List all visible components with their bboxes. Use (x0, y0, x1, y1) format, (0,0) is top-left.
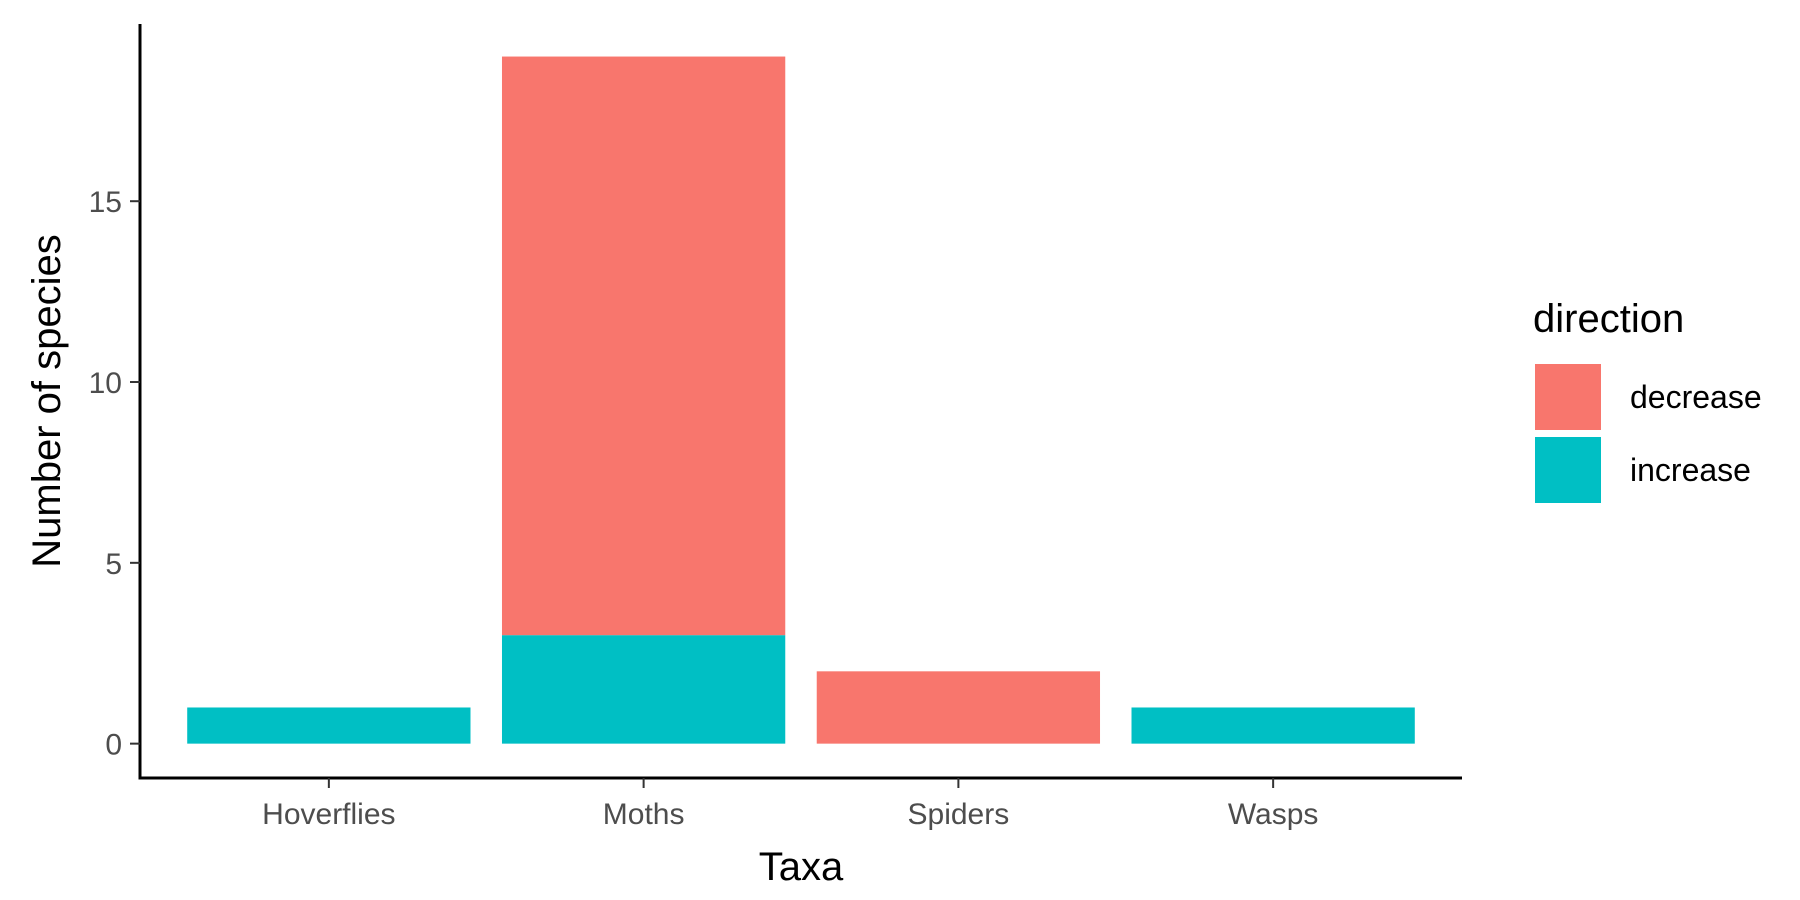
y-tick-label: 0 (105, 729, 122, 762)
y-ticks: 0 5 10 15 (89, 186, 140, 762)
legend-key-decrease (1535, 364, 1601, 430)
bar-decrease-spiders (816, 671, 1101, 744)
plot-area (187, 56, 1415, 744)
x-tick-label-hoverflies: Hoverflies (262, 798, 395, 831)
x-ticks: Hoverflies Moths Spiders Wasps (262, 778, 1318, 831)
legend-title: direction (1533, 297, 1684, 341)
x-tick-label-moths: Moths (603, 798, 685, 831)
y-axis-title: Number of species (25, 234, 69, 567)
bar-decrease-moths (501, 56, 786, 636)
y-tick-label: 10 (89, 367, 122, 400)
legend: direction decrease increase (1533, 297, 1762, 503)
y-tick-label: 15 (89, 186, 122, 219)
legend-key-increase (1535, 437, 1601, 503)
bar-increase-wasps (1131, 707, 1415, 744)
bar-increase-moths (501, 635, 786, 744)
bar-increase-hoverflies (187, 707, 471, 744)
x-tick-label-spiders: Spiders (908, 798, 1010, 831)
x-axis-title: Taxa (759, 845, 844, 889)
legend-label-increase: increase (1630, 452, 1751, 488)
legend-label-decrease: decrease (1630, 379, 1762, 415)
y-tick-label: 5 (105, 548, 122, 581)
x-tick-label-wasps: Wasps (1228, 798, 1319, 831)
